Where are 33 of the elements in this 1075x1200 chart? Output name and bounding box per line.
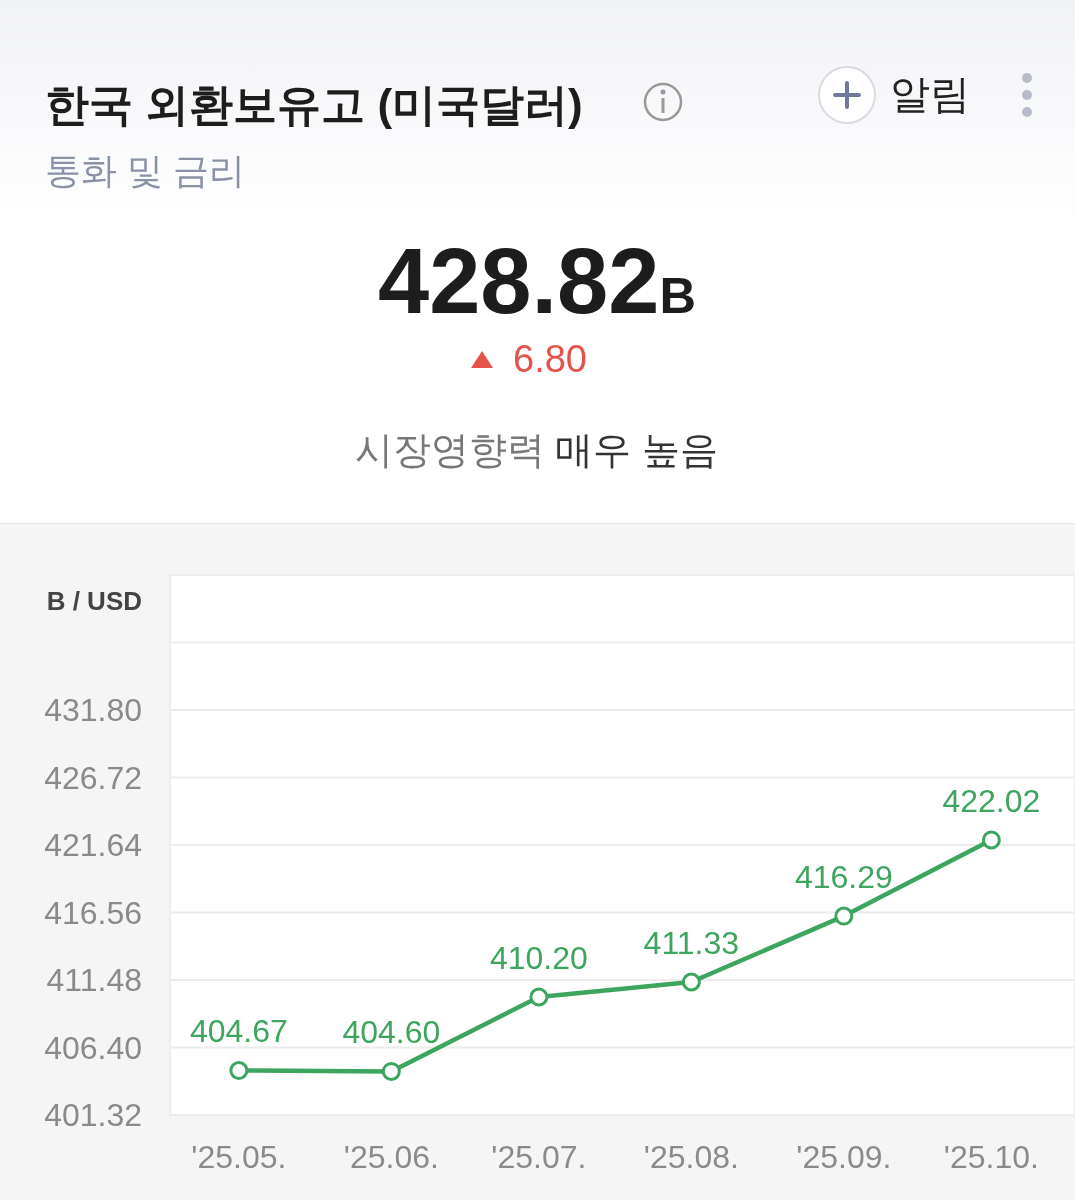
x-tick-label: '25.05.	[191, 1139, 287, 1175]
data-label: 422.02	[942, 782, 1041, 819]
data-label: 411.33	[643, 924, 740, 961]
x-tick-label: '25.08.	[643, 1139, 739, 1175]
y-tick-label: 406.40	[44, 1029, 142, 1066]
point	[229, 1060, 249, 1080]
data-label: 404.60	[342, 1014, 441, 1051]
chart-subtitle: 통화 및 금리	[45, 150, 246, 191]
point	[981, 830, 1001, 850]
x-tick-label: '25.09.	[796, 1139, 892, 1175]
data-label: 410.20	[489, 940, 588, 977]
chart-title: 한국 외환보유고 (미국달러)	[45, 80, 583, 129]
point	[529, 987, 549, 1007]
y-tick-label: 401.32	[44, 1097, 142, 1134]
text: 알림	[890, 72, 970, 116]
text: 매우 높음	[555, 429, 718, 471]
y-axis-title: B / USD	[46, 586, 142, 616]
point	[381, 1061, 401, 1081]
x-tick-label: '25.07.	[491, 1139, 587, 1175]
y-tick-label: 411.48	[46, 962, 142, 999]
text: 시장영향력	[355, 429, 545, 471]
text: 6.80	[513, 338, 587, 380]
x-tick-label: '25.06.	[343, 1139, 439, 1175]
y-tick-label: 426.72	[44, 759, 142, 796]
point	[681, 972, 701, 992]
y-tick-label: 421.64	[44, 827, 142, 864]
y-tick-label: 416.56	[44, 894, 142, 931]
x-tick-label: '25.10.	[943, 1139, 1039, 1175]
data-label: 416.29	[794, 859, 893, 896]
point	[834, 906, 854, 926]
y-tick-label: 431.80	[44, 692, 142, 729]
text: 428.82B	[378, 230, 696, 332]
data-label: 404.67	[189, 1013, 288, 1050]
